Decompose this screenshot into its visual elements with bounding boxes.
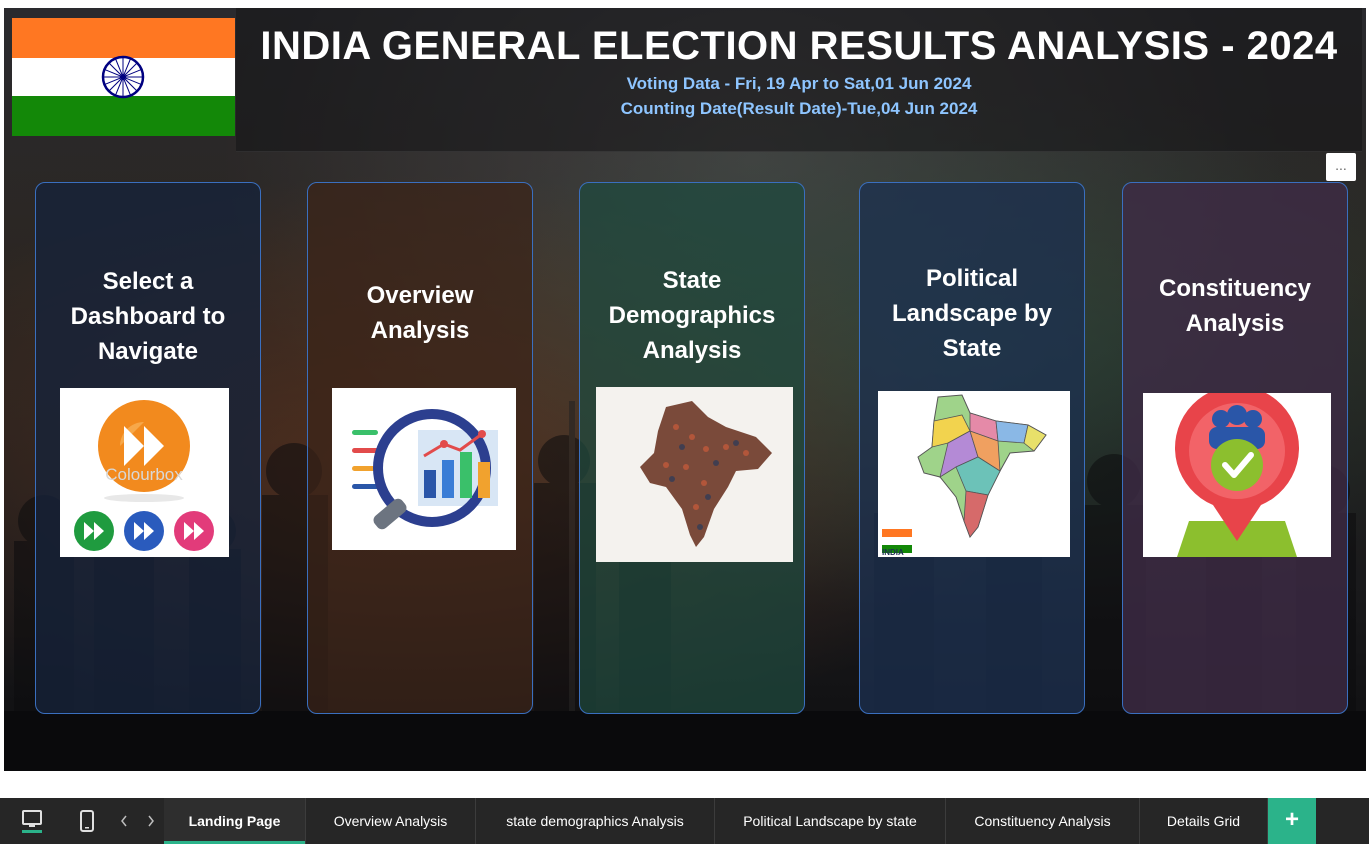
tab-overview-analysis[interactable]: Overview Analysis bbox=[306, 798, 476, 844]
add-page-button[interactable]: + bbox=[1268, 798, 1316, 844]
thumb-watermark: Colourbox bbox=[105, 465, 183, 484]
magnifier-chart-icon bbox=[332, 388, 516, 550]
tab-details-grid[interactable]: Details Grid bbox=[1140, 798, 1268, 844]
mobile-view-icon[interactable] bbox=[72, 798, 102, 844]
header-band bbox=[236, 8, 1362, 152]
page-tab-bar: Landing Page Overview Analysis state dem… bbox=[0, 798, 1369, 844]
card-title-line: Analysis bbox=[642, 337, 742, 364]
india-flag-icon bbox=[12, 18, 235, 136]
card-title: Political Landscape by State bbox=[860, 261, 1084, 366]
card-title-line: Dashboard to bbox=[70, 303, 226, 330]
card-state-demographics[interactable]: State Demographics Analysis bbox=[579, 182, 805, 714]
india-states-map-icon: INDIA bbox=[878, 391, 1070, 557]
thumb-caption: INDIA bbox=[882, 548, 904, 557]
fast-forward-buttons-icon: Colourbox bbox=[60, 388, 229, 557]
tab-state-demographics[interactable]: state demographics Analysis bbox=[476, 798, 715, 844]
desktop-view-icon[interactable] bbox=[12, 798, 52, 844]
card-title-line: Navigate bbox=[97, 338, 199, 365]
canvas-floor bbox=[4, 711, 1366, 771]
india-people-map-icon bbox=[596, 387, 793, 562]
card-title-line: State bbox=[662, 267, 722, 294]
card-title-line: State bbox=[942, 335, 1002, 362]
card-title: Overview Analysis bbox=[308, 278, 532, 348]
counting-date-subtitle: Counting Date(Result Date)-Tue,04 Jun 20… bbox=[620, 99, 978, 118]
card-title-line: Analysis bbox=[1185, 310, 1285, 337]
card-title-line: Constituency bbox=[1158, 275, 1311, 302]
card-title-line: Overview bbox=[366, 282, 474, 309]
card-overview-analysis[interactable]: Overview Analysis bbox=[307, 182, 533, 714]
card-constituency-analysis[interactable]: Constituency Analysis bbox=[1122, 182, 1348, 714]
location-pin-check-icon bbox=[1143, 393, 1331, 557]
card-title: Select a Dashboard to Navigate bbox=[36, 264, 260, 369]
card-title: State Demographics Analysis bbox=[580, 263, 804, 368]
tab-constituency-analysis[interactable]: Constituency Analysis bbox=[946, 798, 1140, 844]
card-title: Constituency Analysis bbox=[1123, 271, 1347, 341]
tab-political-landscape[interactable]: Political Landscape by state bbox=[715, 798, 946, 844]
card-title-line: Political bbox=[925, 265, 1019, 292]
chevron-right-icon[interactable] bbox=[142, 798, 160, 844]
chevron-left-icon[interactable] bbox=[115, 798, 133, 844]
page-title: INDIA GENERAL ELECTION RESULTS ANALYSIS … bbox=[260, 24, 1338, 68]
card-title-line: Select a bbox=[102, 268, 194, 295]
card-title-line: Demographics bbox=[608, 302, 776, 329]
card-title-line: Analysis bbox=[370, 317, 470, 344]
more-options-button[interactable]: ... bbox=[1326, 153, 1356, 181]
ashoka-chakra-icon bbox=[101, 55, 145, 99]
card-select-dashboard[interactable]: Select a Dashboard to Navigate Colourbox bbox=[35, 182, 261, 714]
tab-landing-page[interactable]: Landing Page bbox=[164, 798, 306, 844]
card-political-landscape[interactable]: Political Landscape by State INDIA bbox=[859, 182, 1085, 714]
card-title-line: Landscape by bbox=[891, 300, 1053, 327]
report-canvas: INDIA GENERAL ELECTION RESULTS ANALYSIS … bbox=[4, 8, 1366, 771]
voting-date-subtitle: Voting Data - Fri, 19 Apr to Sat,01 Jun … bbox=[626, 74, 972, 93]
